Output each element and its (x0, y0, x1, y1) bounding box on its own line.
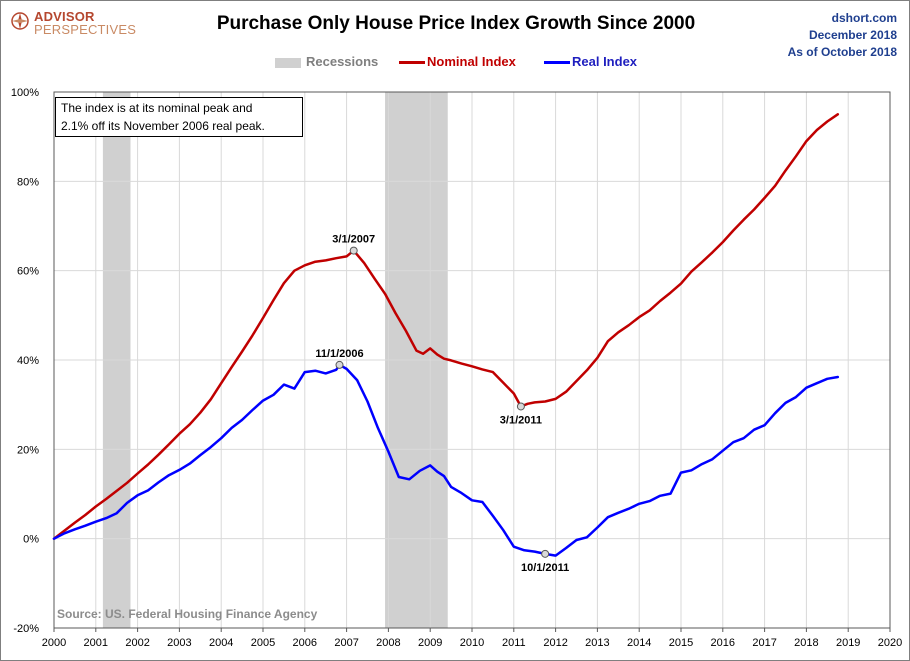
annotation-marker (349, 246, 358, 255)
x-tick-label: 2017 (752, 637, 776, 649)
source-label: Source: US. Federal Housing Finance Agen… (57, 607, 318, 621)
y-tick-label: 20% (17, 444, 39, 456)
annotation-marker (516, 402, 525, 411)
legend-real-label: Real Index (572, 54, 638, 69)
date-line: December 2018 (808, 28, 897, 42)
note-line-1: The index is at its nominal peak and (61, 101, 253, 115)
legend-real-swatch (544, 61, 570, 64)
legend-recessions-swatch (275, 58, 301, 68)
x-tick-label: 2006 (293, 637, 317, 649)
x-tick-label: 2015 (669, 637, 693, 649)
x-tick-label: 2013 (585, 637, 609, 649)
x-tick-label: 2005 (251, 637, 275, 649)
y-tick-label: 60% (17, 266, 39, 278)
x-tick-label: 2010 (460, 637, 484, 649)
x-tick-label: 2004 (209, 637, 233, 649)
y-tick-label: 80% (17, 176, 39, 188)
real-index-line (52, 363, 840, 557)
logo-bottom-text: PERSPECTIVES (34, 22, 137, 37)
y-tick-label: -20% (13, 623, 39, 635)
y-tick-label: 100% (11, 87, 39, 99)
y-tick-label: 0% (23, 534, 39, 546)
plot-area-border (53, 91, 891, 629)
annotation-marker (335, 360, 344, 369)
x-tick-label: 2007 (334, 637, 358, 649)
x-tick-label: 2018 (794, 637, 818, 649)
logo-top-text: ADVISOR (34, 9, 95, 24)
legend-nominal-label: Nominal Index (427, 54, 516, 69)
x-tick-label: 2003 (167, 637, 191, 649)
compass-icon (11, 12, 29, 30)
x-tick-label: 2014 (627, 637, 651, 649)
note-line-2: 2.1% off its November 2006 real peak. (61, 119, 265, 133)
y-tick-label: 40% (17, 355, 39, 367)
brand-logo: ADVISOR PERSPECTIVES (10, 9, 140, 39)
chart-legend: Recessions Nominal Index Real Index (1, 54, 910, 72)
source-info: dshort.com December 2018 As of October 2… (788, 10, 897, 61)
note-box: The index is at its nominal peak and 2.1… (55, 97, 303, 137)
x-tick-label: 2000 (42, 637, 66, 649)
x-tick-label: 2012 (543, 637, 567, 649)
x-tick-label: 2019 (836, 637, 860, 649)
x-tick-label: 2001 (84, 637, 108, 649)
annotation-label: 3/1/2011 (500, 414, 542, 426)
x-tick-label: 2011 (502, 637, 526, 649)
x-tick-label: 2002 (125, 637, 149, 649)
source-site: dshort.com (831, 11, 897, 25)
x-tick-label: 2020 (878, 637, 902, 649)
legend-recessions-label: Recessions (306, 54, 379, 69)
as-of-line: As of October 2018 (787, 45, 897, 59)
nominal-index-line (52, 113, 840, 540)
annotation-marker (541, 549, 550, 558)
annotation-label: 10/1/2011 (521, 562, 569, 574)
x-tick-label: 2016 (711, 637, 735, 649)
x-tick-label: 2008 (376, 637, 400, 649)
annotation-label: 3/1/2007 (332, 234, 375, 246)
x-tick-label: 2009 (418, 637, 442, 649)
chart-title: Purchase Only House Price Index Growth S… (216, 13, 696, 34)
annotation-label: 11/1/2006 (315, 348, 363, 360)
legend-nominal-swatch (399, 61, 425, 64)
